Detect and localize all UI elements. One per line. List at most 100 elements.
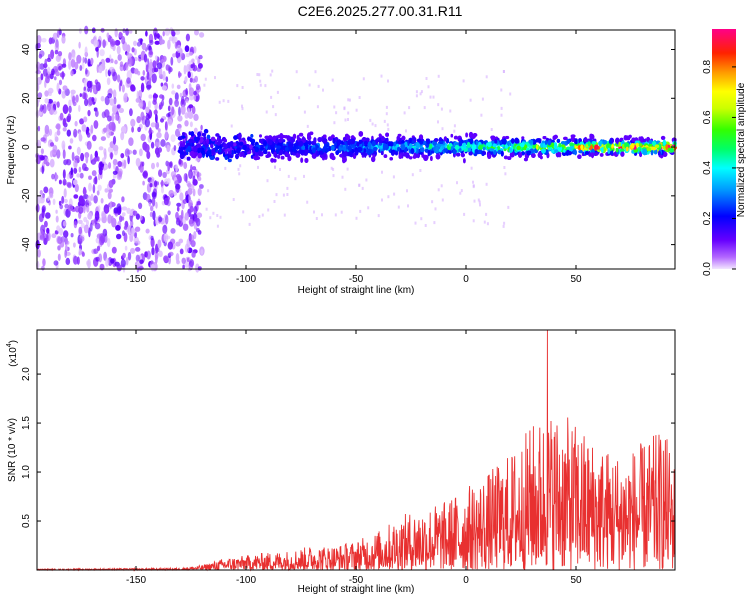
spectrogram-cell [276,137,279,145]
spectrogram-cell [75,94,79,103]
spectrogram-cell [154,147,160,155]
spectrogram-cell [59,227,64,236]
spectrogram-cell [104,188,109,193]
spectrogram-cell [662,151,668,157]
spectrogram-cell [51,68,55,76]
spectrogram-cell [342,153,347,158]
spectrogram-cell [463,144,467,150]
spectrogram-cell [83,86,87,91]
spectrogram-cell [185,33,190,42]
spectrogram-cell [154,216,159,226]
spectrogram-cell [343,107,346,111]
spectrogram-cell [652,141,657,146]
spectrogram-cell [125,28,129,36]
spectrogram-cell [131,47,135,53]
spectrogram-cell [298,132,304,137]
spectrogram-cell [334,142,337,147]
spectrogram-cell [593,152,599,156]
spectrogram-cell [401,135,406,141]
spectrogram-cell [199,32,205,38]
spectrogram-cell [168,189,174,197]
spectrogram-cell [325,147,330,152]
spectrogram-cell [62,169,66,180]
spectrogram-ytick-label: 40 [21,44,32,56]
snr-xtick-label: -100 [236,575,256,586]
spectrogram-cell [52,109,58,115]
spectrogram-cell [146,250,151,260]
spectrogram-cell [204,143,209,148]
spectrogram-cell [317,84,320,88]
spectrogram-cell [145,106,150,114]
spectrogram-cell [160,82,164,87]
spectrogram-cell [359,209,362,213]
spectrogram-cell [369,118,372,122]
spectrogram-cell [233,142,237,147]
spectrogram-cell [273,200,276,203]
spectrogram-cell [183,64,187,75]
spectrogram-cell [73,128,78,138]
spectrogram-cell [177,56,182,62]
spectrogram-cell [85,155,89,164]
spectrogram-cell [171,29,175,35]
spectrogram-cell [151,191,157,198]
spectrogram-cell [222,143,228,149]
spectrogram-cell [68,99,72,108]
spectrogram-cell [646,147,651,152]
spectrogram-cell [152,60,157,69]
spectrogram-cell [57,245,61,251]
spectrogram-cell [72,179,78,186]
spectrogram-cell [116,104,121,109]
spectrogram-cell [135,247,141,252]
spectrogram-cell [242,144,247,151]
spectrogram-cell [108,180,114,188]
spectrogram-cell [509,152,515,158]
spectrogram-cell [346,167,349,171]
spectrogram-cell [190,64,194,69]
spectrogram-cell [437,103,440,107]
spectrogram-cell [355,108,358,112]
spectrogram-cell [397,205,400,209]
spectrogram-cell [116,45,121,55]
spectrogram-cell [145,228,150,234]
spectrogram-cell [112,170,118,175]
spectrogram-cell [182,223,189,231]
spectrogram-cell [149,39,154,46]
spectrogram-cell [487,153,492,159]
spectrogram-cell [377,214,380,218]
spectrogram-cell [558,143,562,148]
spectrogram-cell [100,233,106,244]
spectrogram-cell [469,98,472,102]
spectrogram-cell [180,146,184,152]
spectrogram-cell [109,98,115,106]
spectrogram-cell [100,198,104,204]
spectrogram-cell [178,106,181,117]
spectrogram-cell [247,137,252,141]
spectrogram-cell [111,112,115,123]
spectrogram-cell [470,166,473,170]
spectrogram-cell [73,220,78,229]
spectrogram-cell [400,143,406,151]
spectrogram-cell [341,175,344,179]
spectrogram-cell [193,127,198,134]
spectrogram-cell [184,112,189,119]
spectrogram-cell [200,124,203,131]
spectrogram-cell [332,174,335,178]
spectrogram-cell [74,155,80,161]
spectrogram-cell [128,137,134,147]
spectrogram-cell [266,153,272,157]
spectrogram-cell [499,140,503,146]
spectrogram-cell [312,147,316,154]
spectrogram-cell [591,152,594,159]
spectrogram-cell [152,99,157,105]
spectrogram-cell [584,151,590,155]
spectrogram-cell [86,219,89,226]
spectrogram-cell [158,104,162,110]
spectrogram-cells [35,25,677,273]
spectrogram-cell [481,97,484,101]
spectrogram-ytick-label: -40 [21,237,32,252]
spectrogram-cell [56,29,60,38]
spectrogram-cell [35,203,40,213]
spectrogram-cell [92,184,96,194]
spectrogram-cell [100,95,105,102]
spectrogram-cell [191,251,196,258]
